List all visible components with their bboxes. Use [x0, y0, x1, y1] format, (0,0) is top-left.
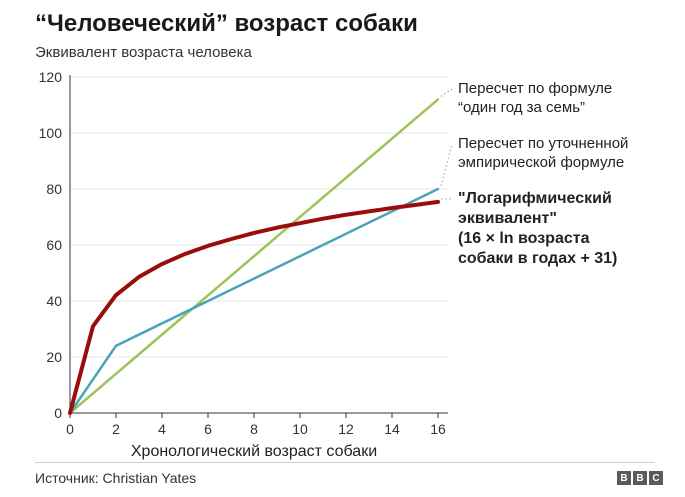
x-axis-label: Хронологический возраст собаки [131, 443, 377, 460]
legend-label-log: "Логарифмический [458, 190, 612, 207]
y-tick-label: 40 [46, 293, 62, 309]
x-tick-label: 16 [430, 421, 446, 437]
legend-label-log: эквивалент" [458, 210, 557, 227]
legend-label-seven: “один год за семь” [458, 99, 585, 116]
y-tick-label: 80 [46, 181, 62, 197]
bbc-logo: B B C [617, 471, 663, 485]
series-line-empirical [68, 187, 440, 415]
legend-label-log: собаки в годах + 31) [458, 250, 617, 267]
legend-leader-seven [440, 88, 453, 97]
series-line-seven [68, 98, 440, 415]
x-tick-label: 12 [338, 421, 354, 437]
x-tick-label: 4 [158, 421, 166, 437]
x-tick-label: 6 [204, 421, 212, 437]
series-line-log [68, 199, 440, 415]
x-tick-label: 0 [66, 421, 74, 437]
legend-label-log: (16 × ln возраста [458, 230, 590, 247]
legend-label-seven: Пересчет по формуле [458, 80, 612, 97]
y-tick-label: 20 [46, 349, 62, 365]
y-tick-label: 100 [39, 125, 63, 141]
bbc-logo-letter: B [617, 471, 631, 485]
source-note: Источник: Christian Yates [35, 470, 197, 486]
x-tick-label: 2 [112, 421, 120, 437]
legend-leader-empirical [440, 143, 453, 187]
x-tick-label: 8 [250, 421, 258, 437]
chart-title: “Человеческий” возраст собаки [35, 10, 418, 37]
x-tick-label: 10 [292, 421, 308, 437]
y-tick-label: 120 [39, 69, 63, 85]
bbc-logo-letter: C [649, 471, 663, 485]
legend-label-empirical: Пересчет по уточненной [458, 135, 628, 152]
y-axis-label: Эквивалент возраста человека [35, 44, 252, 61]
y-tick-label: 0 [54, 405, 62, 421]
legend-label-empirical: эмпирической формуле [458, 154, 624, 171]
x-tick-label: 14 [384, 421, 400, 437]
footer-divider [35, 462, 655, 463]
y-tick-label: 60 [46, 237, 62, 253]
bbc-logo-letter: B [633, 471, 647, 485]
